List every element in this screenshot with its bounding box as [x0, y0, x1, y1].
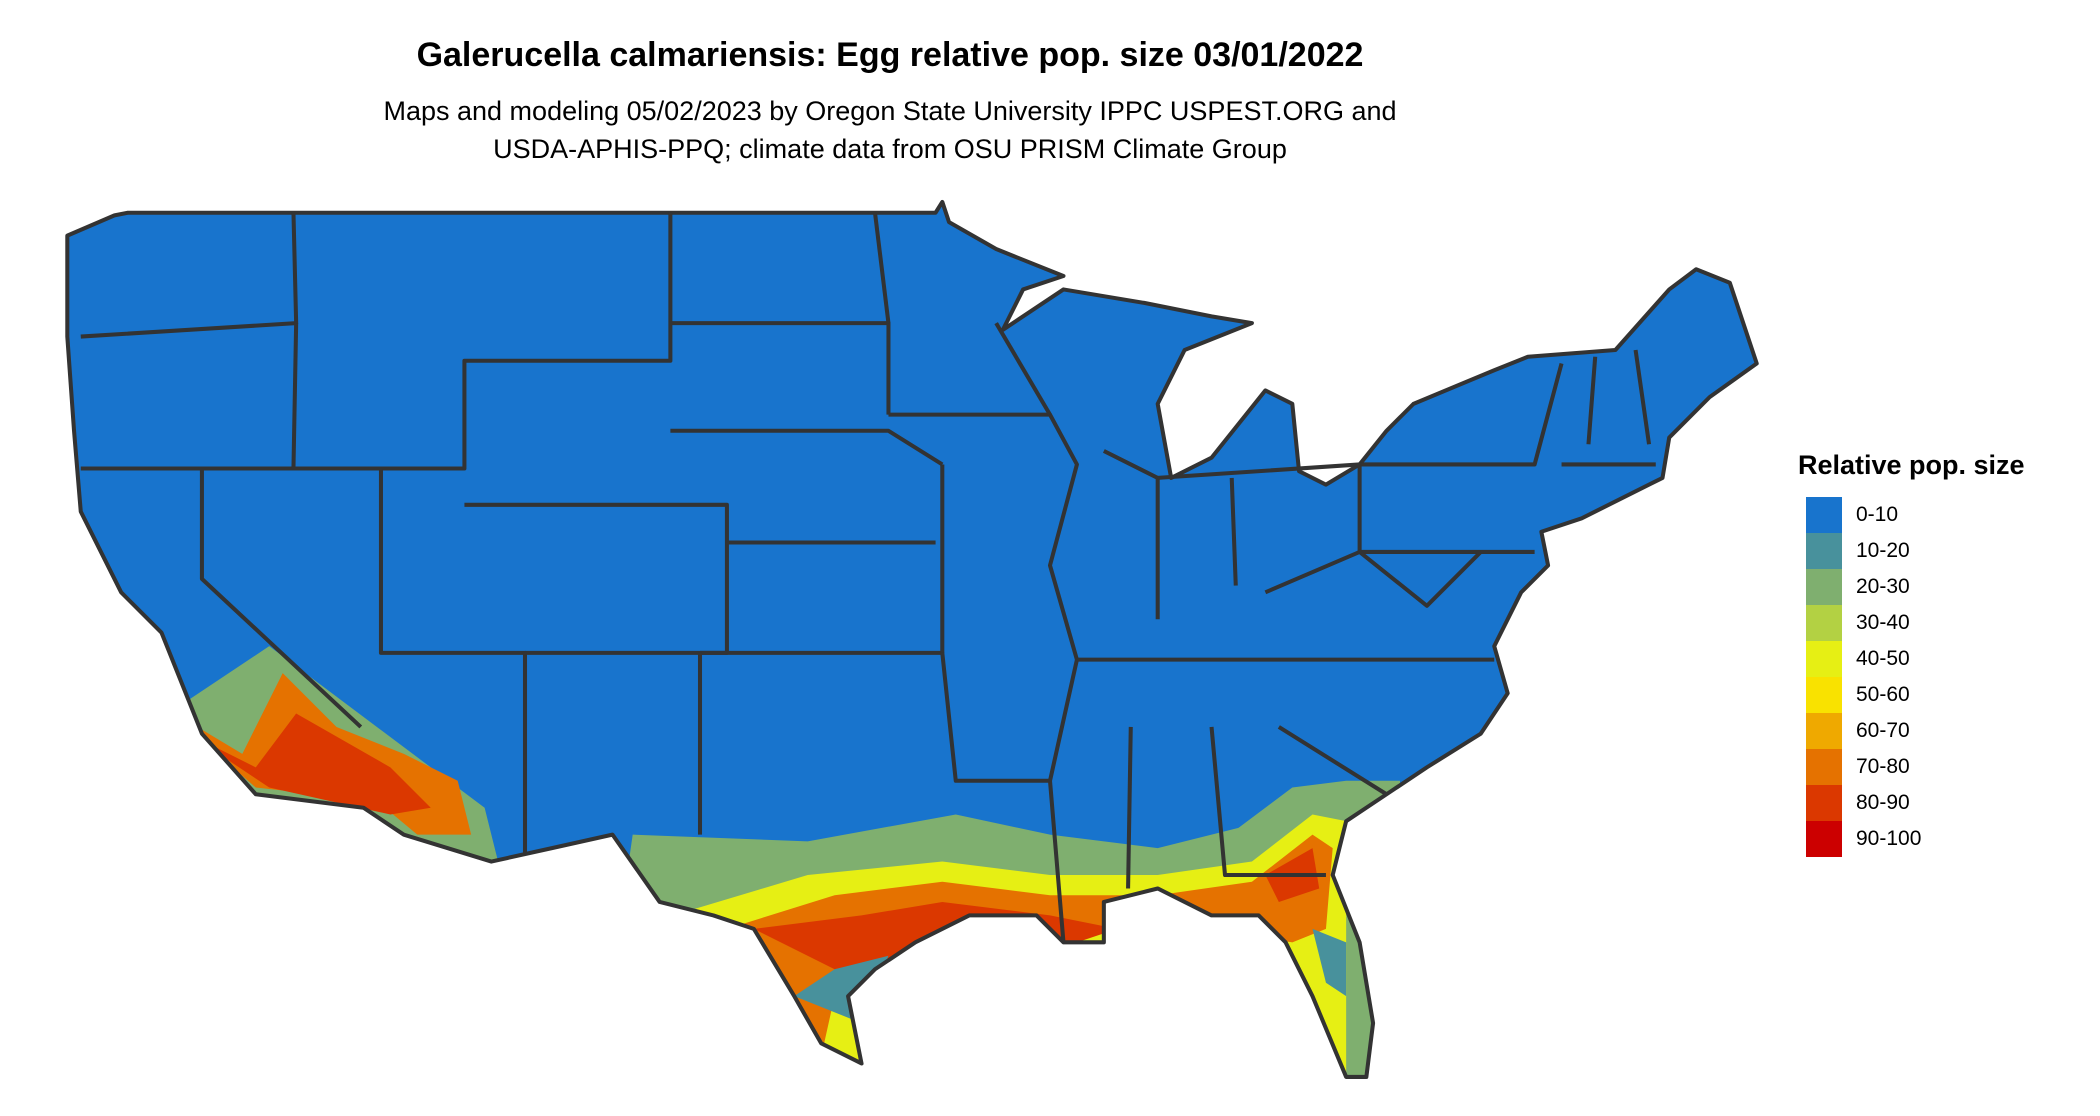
legend-swatch	[1806, 569, 1842, 605]
legend-label: 30-40	[1856, 611, 1910, 634]
legend-swatch	[1806, 713, 1842, 749]
legend-item: 60-70	[1806, 713, 2025, 749]
legend-item: 90-100	[1806, 821, 2025, 857]
legend-item: 50-60	[1806, 677, 2025, 713]
legend-label: 50-60	[1856, 683, 1910, 706]
legend-item: 0-10	[1806, 497, 2025, 533]
legend: Relative pop. size 0-10 10-20 20-30 30-40 40…	[1798, 450, 2025, 857]
legend-label: 40-50	[1856, 647, 1910, 670]
legend-item: 30-40	[1806, 605, 2025, 641]
legend-label: 0-10	[1856, 503, 1899, 526]
subtitle-line-1: Maps and modeling 05/02/2023 by Oregon S…	[383, 96, 1397, 126]
zone-80-90	[753, 848, 1320, 970]
legend-swatch	[1806, 605, 1842, 641]
subtitle-line-2: USDA-APHIS-PPQ; climate data from OSU PR…	[493, 134, 1287, 164]
legend-swatch	[1806, 677, 1842, 713]
state-boundaries	[67, 202, 1756, 1077]
zone-sw-80-90	[188, 713, 431, 815]
legend-item: 40-50	[1806, 641, 2025, 677]
legend-swatch	[1806, 533, 1842, 569]
legend-swatch	[1806, 785, 1842, 821]
legend-item: 70-80	[1806, 749, 2025, 785]
legend-swatch	[1806, 497, 1842, 533]
legend-label: 70-80	[1856, 755, 1910, 778]
legend-item: 80-90	[1806, 785, 2025, 821]
legend-label: 10-20	[1856, 539, 1910, 562]
legend-item: 20-30	[1806, 569, 2025, 605]
legend-swatch	[1806, 821, 1842, 857]
legend-label: 20-30	[1856, 575, 1910, 598]
legend-label: 60-70	[1856, 719, 1910, 742]
legend-label: 80-90	[1856, 791, 1910, 814]
legend-item: 10-20	[1806, 533, 2025, 569]
legend-swatch	[1806, 749, 1842, 785]
map-subtitle: Maps and modeling 05/02/2023 by Oregon S…	[0, 92, 1780, 168]
legend-label: 90-100	[1856, 827, 1922, 850]
legend-title: Relative pop. size	[1798, 450, 2025, 480]
map-title: Galerucella calmariensis: Egg relative p…	[416, 36, 1364, 74]
zone-10-20	[794, 928, 1347, 1024]
legend-swatch	[1806, 641, 1842, 677]
